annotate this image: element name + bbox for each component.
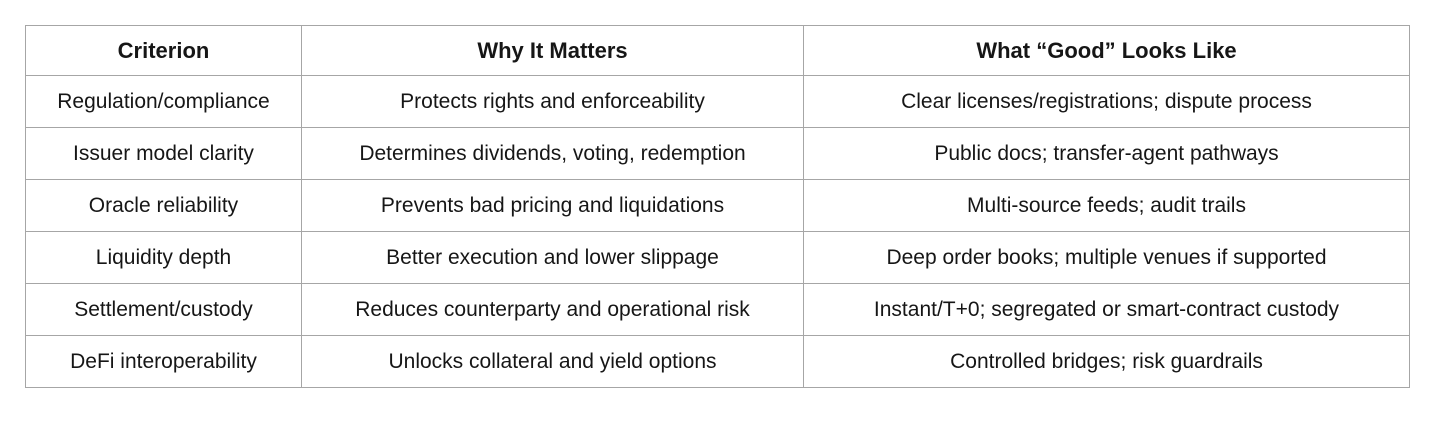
cell-good: Public docs; transfer-agent pathways: [803, 127, 1410, 180]
cell-why: Determines dividends, voting, redemption: [301, 127, 804, 180]
cell-criterion: Regulation/compliance: [25, 75, 302, 128]
cell-why: Reduces counterparty and operational ris…: [301, 283, 804, 336]
cell-good: Instant/T+0; segregated or smart-contrac…: [803, 283, 1410, 336]
comparison-table: Criterion Why It Matters What “Good” Loo…: [25, 25, 1410, 388]
table-header: Criterion Why It Matters What “Good” Loo…: [25, 25, 1410, 76]
column-header-why-it-matters: Why It Matters: [301, 25, 804, 76]
cell-criterion: Oracle reliability: [25, 179, 302, 232]
column-header-criterion: Criterion: [25, 25, 302, 76]
cell-good: Deep order books; multiple venues if sup…: [803, 231, 1410, 284]
cell-criterion: DeFi interoperability: [25, 335, 302, 388]
cell-good: Controlled bridges; risk guardrails: [803, 335, 1410, 388]
table-row: Issuer model clarity Determines dividend…: [25, 127, 1410, 180]
table-body: Regulation/compliance Protects rights an…: [25, 75, 1410, 388]
table-row: Oracle reliability Prevents bad pricing …: [25, 179, 1410, 232]
table-row: Regulation/compliance Protects rights an…: [25, 75, 1410, 128]
column-header-what-good-looks-like: What “Good” Looks Like: [803, 25, 1410, 76]
cell-good: Multi-source feeds; audit trails: [803, 179, 1410, 232]
cell-criterion: Issuer model clarity: [25, 127, 302, 180]
cell-why: Prevents bad pricing and liquidations: [301, 179, 804, 232]
table-row: Liquidity depth Better execution and low…: [25, 231, 1410, 284]
cell-criterion: Liquidity depth: [25, 231, 302, 284]
cell-why: Protects rights and enforceability: [301, 75, 804, 128]
header-row: Criterion Why It Matters What “Good” Loo…: [25, 25, 1410, 76]
table-row: DeFi interoperability Unlocks collateral…: [25, 335, 1410, 388]
cell-good: Clear licenses/registrations; dispute pr…: [803, 75, 1410, 128]
cell-why: Better execution and lower slippage: [301, 231, 804, 284]
cell-criterion: Settlement/custody: [25, 283, 302, 336]
table-row: Settlement/custody Reduces counterparty …: [25, 283, 1410, 336]
cell-why: Unlocks collateral and yield options: [301, 335, 804, 388]
